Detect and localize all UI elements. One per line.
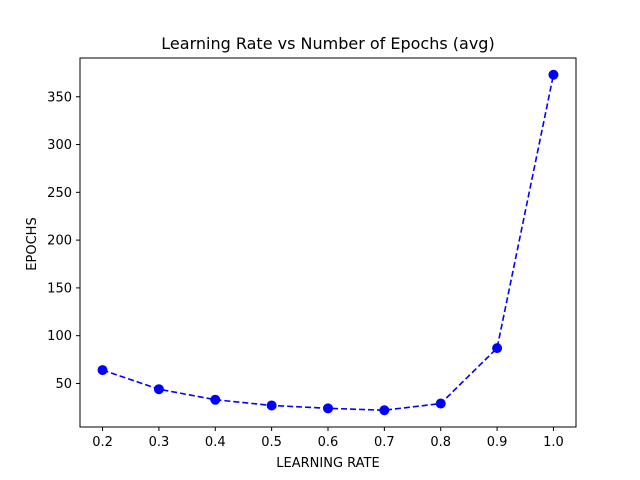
- y-tick-label: 250: [47, 186, 72, 201]
- chart-title: Learning Rate vs Number of Epochs (avg): [161, 34, 494, 53]
- y-tick-label: 150: [47, 281, 72, 296]
- plot-frame: [79, 57, 577, 428]
- x-tick-label: 0.2: [92, 435, 113, 450]
- x-tick-label: 1.0: [543, 435, 564, 450]
- y-axis-label: EPOCHS: [25, 217, 40, 270]
- data-point: [266, 400, 277, 411]
- plot-area: 0.2 0.3 0.4 0.5 0.6 0.7 0.8 0.9 1.0 50 100 150 200 25…: [47, 57, 577, 450]
- x-tick-label: 0.8: [430, 435, 451, 450]
- x-tick-label: 0.4: [205, 435, 226, 450]
- data-point: [435, 398, 446, 409]
- x-axis-label: LEARNING RATE: [276, 456, 379, 471]
- data-point: [210, 394, 221, 405]
- data-point: [548, 69, 559, 80]
- data-point: [379, 405, 390, 416]
- x-tick-label: 0.9: [487, 435, 508, 450]
- y-tick-label: 300: [47, 138, 72, 153]
- x-tick-label: 0.5: [261, 435, 282, 450]
- data-point: [323, 403, 333, 414]
- data-point: [153, 384, 164, 395]
- data-point: [97, 365, 108, 376]
- y-tick-label: 50: [55, 377, 72, 392]
- y-tick-label: 100: [47, 329, 72, 344]
- y-tick-label: 200: [47, 234, 72, 249]
- y-tick-label: 350: [47, 90, 72, 105]
- data-point: [492, 343, 503, 354]
- series-line: [102, 74, 555, 412]
- x-tick-label: 0.3: [149, 435, 170, 450]
- x-tick-label: 0.6: [318, 435, 339, 450]
- x-tick-label: 0.7: [374, 435, 395, 450]
